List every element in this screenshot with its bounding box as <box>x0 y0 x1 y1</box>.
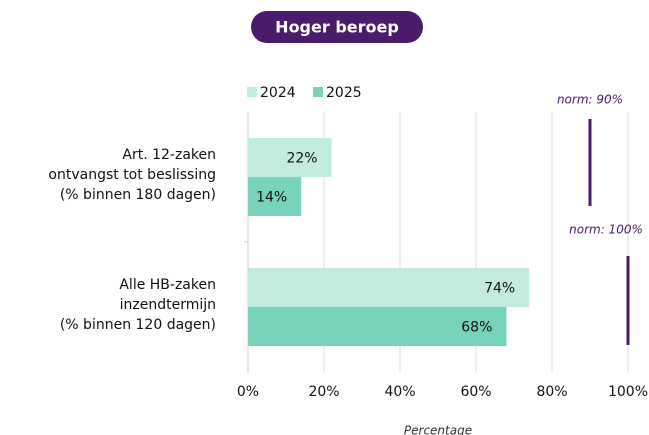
bar <box>248 138 332 177</box>
bar <box>248 177 302 216</box>
y-tick-label: (% binnen 120 dagen) <box>60 317 216 333</box>
norm-label: norm: 100% <box>569 223 643 237</box>
norm-label: norm: 90% <box>557 93 623 107</box>
value-label: 22% <box>286 151 317 167</box>
title-pill <box>251 11 423 43</box>
legend-label: 2025 <box>326 85 362 101</box>
bar <box>248 268 530 307</box>
value-label: 74% <box>484 281 515 297</box>
x-tick-label: 20% <box>308 384 339 400</box>
legend-label: 2024 <box>260 85 296 101</box>
y-tick-label: ontvangst tot beslissing <box>48 167 216 183</box>
x-tick-label: 100% <box>608 384 648 400</box>
x-tick-label: 40% <box>384 384 415 400</box>
x-axis-label: Percentage <box>404 424 472 435</box>
x-tick-label: 80% <box>536 384 567 400</box>
legend-swatch <box>247 87 257 97</box>
y-tick-label: (% binnen 180 dagen) <box>60 187 216 203</box>
y-tick-label: Art. 12-zaken <box>122 147 216 163</box>
y-tick-label: inzendtermijn <box>120 297 216 313</box>
legend-swatch <box>313 87 323 97</box>
x-tick-label: 60% <box>460 384 491 400</box>
value-label: 68% <box>461 320 492 336</box>
bar <box>248 307 507 346</box>
chart-title: Hoger beroep <box>275 18 399 37</box>
y-tick-label: Alle HB-zaken <box>119 277 216 293</box>
value-label: 14% <box>256 190 287 206</box>
x-tick-label: 0% <box>237 384 259 400</box>
